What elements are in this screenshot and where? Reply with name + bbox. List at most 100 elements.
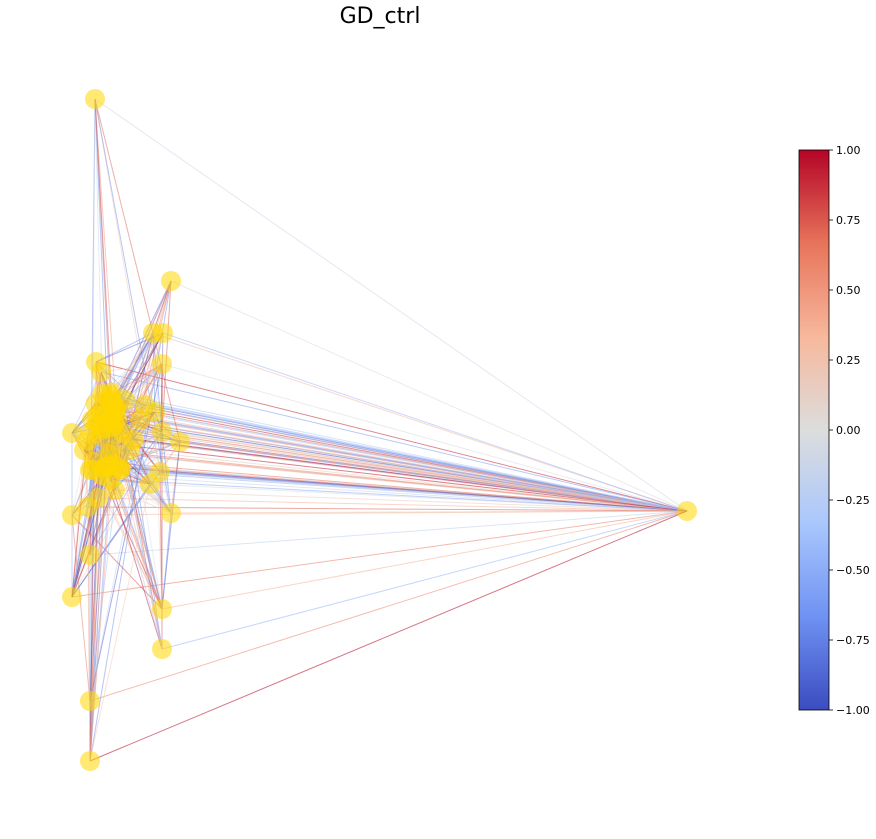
graph-edge [94, 98, 172, 514]
colorbar-tick-label: 0.50 [836, 284, 861, 297]
graph-edge [94, 98, 109, 413]
graph-node [85, 89, 105, 109]
graph-edge [71, 431, 163, 598]
graph-edge [100, 363, 163, 373]
graph-node [101, 382, 122, 403]
graph-edge [89, 510, 688, 762]
graph-edge [71, 510, 688, 598]
graph-edge [118, 441, 181, 467]
graph-edge [101, 410, 688, 512]
colorbar-tick-label: −0.75 [836, 634, 870, 647]
graph-edge [159, 471, 163, 650]
graph-edge [89, 510, 688, 702]
graph-edge [89, 483, 151, 762]
graph-node [76, 430, 97, 451]
graph-edge [94, 98, 181, 443]
graph-edge [114, 489, 172, 514]
graph-edge [89, 469, 94, 762]
graph-node [91, 401, 112, 422]
graph-edge [89, 466, 107, 762]
graph-edge [108, 399, 688, 512]
graph-edge [116, 433, 688, 512]
graph-edge [86, 440, 688, 512]
graph-edge [94, 98, 112, 393]
graph-edge [91, 419, 688, 512]
graph-node [677, 501, 697, 521]
graph-edge [95, 361, 688, 512]
graph-edge [71, 514, 163, 610]
graph-edge [89, 510, 688, 556]
graph-edge [71, 483, 151, 598]
graph-edge [152, 332, 688, 512]
graph-edge [89, 497, 99, 702]
graph-edge [71, 506, 89, 598]
graph-nodes [62, 89, 697, 771]
graph-node [80, 691, 100, 711]
graph-edge [89, 468, 104, 762]
graph-node [161, 503, 181, 523]
graph-edge [106, 466, 688, 512]
graph-node [153, 323, 173, 343]
graph-edge [170, 441, 181, 514]
graph-node [80, 751, 100, 771]
graph-node [140, 474, 160, 494]
graph-edge [100, 435, 688, 512]
graph-edge [97, 497, 688, 512]
colorbar-gradient [798, 149, 830, 711]
graph-edge [154, 411, 163, 610]
graph-edge [114, 431, 163, 491]
graph-edge [95, 403, 688, 512]
graph-edge [129, 449, 688, 512]
graph-edge [94, 98, 117, 409]
graph-edge [170, 280, 688, 512]
graph-node [170, 432, 190, 452]
graph-node [99, 443, 120, 464]
graph-edge [111, 391, 688, 512]
graph-edge [94, 98, 103, 395]
graph-node [106, 424, 127, 445]
graph-node [80, 545, 100, 565]
graph-node [78, 497, 98, 517]
graph-edge [110, 479, 688, 512]
graph-edge [94, 98, 688, 512]
graph-node [152, 639, 172, 659]
colorbar-ticks: 1.00 0.75 0.50 0.25 0.00 −0.25 −0.50 −0.75 −1.00 [829, 144, 870, 717]
colorbar-tick-label: 1.00 [836, 144, 861, 157]
colorbar-tick-label: −1.00 [836, 704, 870, 717]
graph-edge [161, 510, 688, 650]
colorbar-tick-label: −0.50 [836, 564, 870, 577]
colorbar-tick-label: 0.25 [836, 354, 861, 367]
graph-edge [161, 363, 688, 512]
colorbar-tick-label: −0.25 [836, 494, 870, 507]
graph-node [62, 505, 82, 525]
graph-edge [144, 332, 154, 406]
colorbar-tick-label: 0.00 [836, 424, 861, 437]
graph-edge [101, 474, 688, 512]
graph-edge [109, 453, 688, 512]
graph-edge [100, 371, 688, 512]
graph-node [62, 423, 82, 443]
graph-edge [133, 439, 163, 610]
graph-edge [89, 332, 164, 702]
graph-edge [161, 510, 688, 610]
graph-edge [159, 471, 163, 610]
graph-edge [96, 416, 688, 512]
graph-node [152, 599, 172, 619]
graph-edge [109, 332, 164, 396]
graph-edge [170, 510, 688, 514]
graph-edge [152, 332, 156, 413]
graph-edge [89, 466, 107, 762]
network-graph [62, 89, 697, 771]
graph-edge [162, 332, 688, 512]
graph-edge [95, 332, 154, 363]
graph-edge [71, 514, 91, 702]
graph-node [145, 402, 165, 422]
colorbar-tick-label: 0.75 [836, 214, 861, 227]
graph-edge [110, 332, 154, 393]
graph-edge [102, 393, 688, 512]
graph-edge [87, 506, 688, 512]
graph-edge [89, 431, 163, 556]
graph-node [152, 354, 172, 374]
graph-node [161, 271, 181, 291]
